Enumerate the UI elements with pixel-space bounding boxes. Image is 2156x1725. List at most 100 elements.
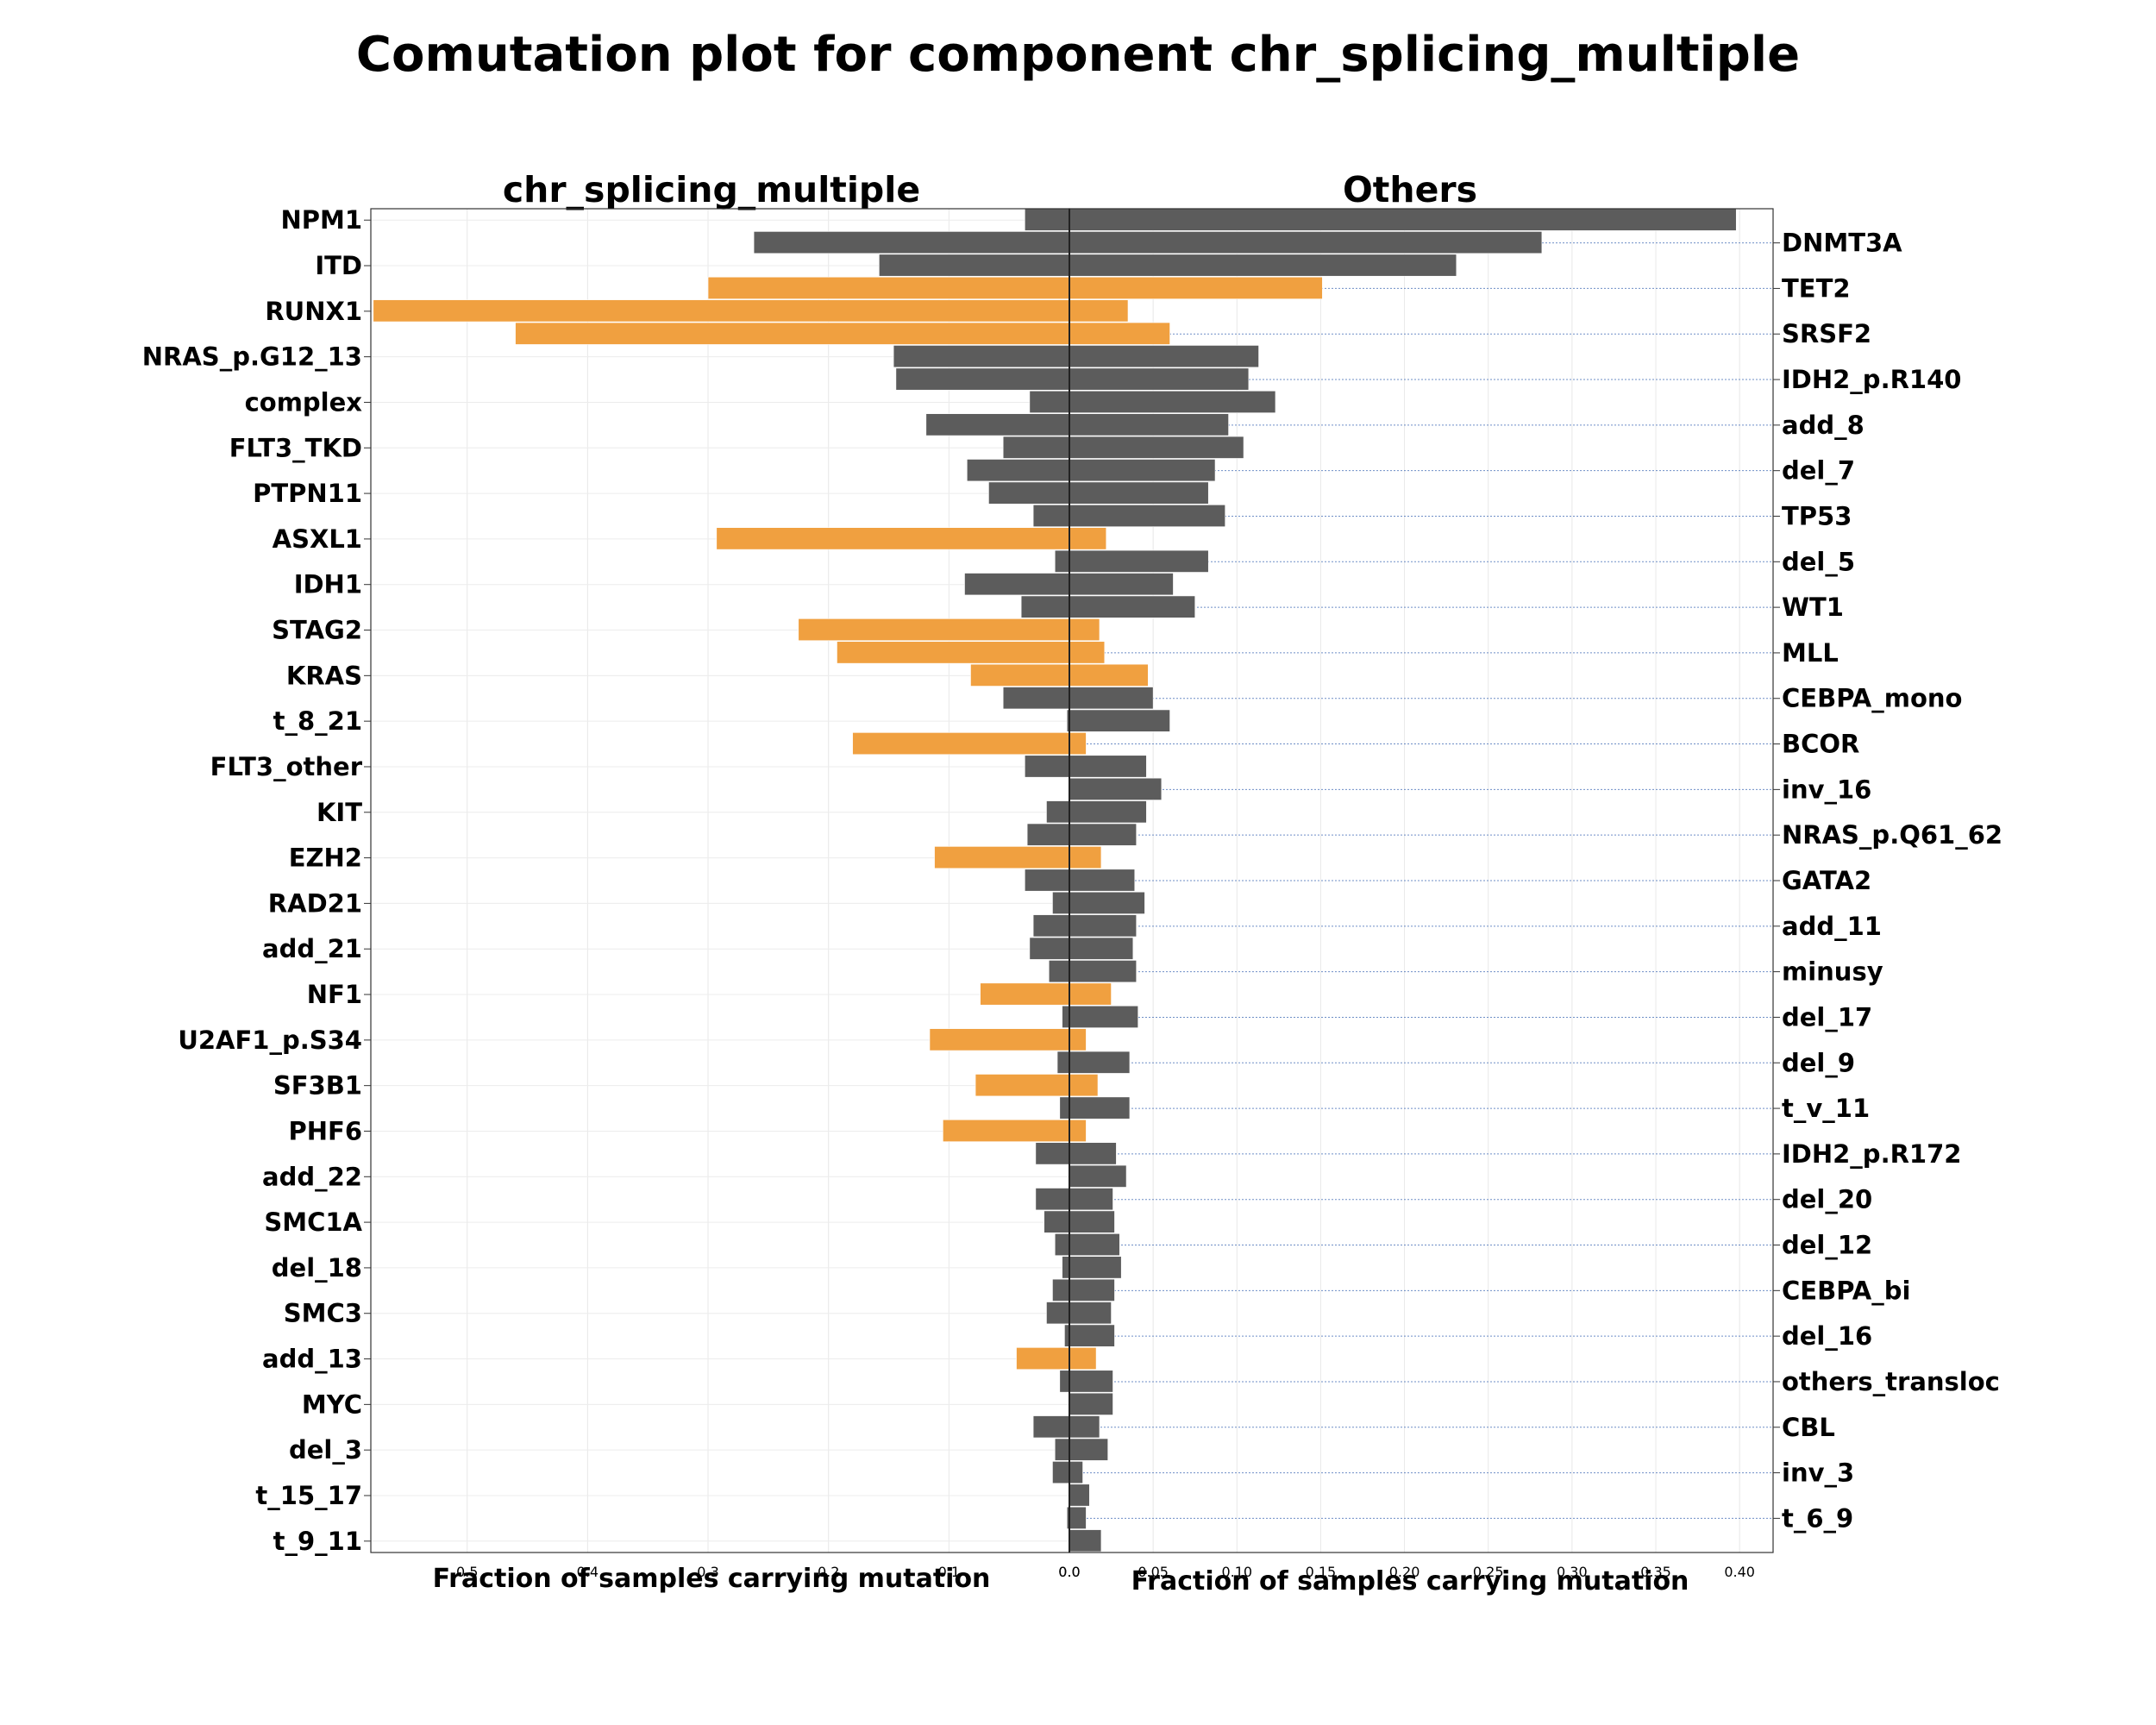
left-bar xyxy=(970,663,1070,687)
right-bar xyxy=(1069,436,1244,459)
right-bar xyxy=(1069,800,1147,824)
left-x-tick-label: 0.2 xyxy=(818,1564,839,1580)
right-x-tick-label: 0.20 xyxy=(1389,1564,1420,1580)
left-bar xyxy=(1062,1005,1070,1028)
right-category-label: others_transloc xyxy=(1782,1367,2000,1396)
right-category-label: GATA2 xyxy=(1782,866,1871,895)
left-bar xyxy=(515,322,1070,345)
left-bar xyxy=(895,367,1070,391)
left-x-tick-label: 0.4 xyxy=(577,1564,599,1580)
left-bar xyxy=(934,846,1070,869)
left-bar xyxy=(980,982,1070,1006)
right-category-label: del_20 xyxy=(1782,1185,1872,1214)
left-category-label: U2AF1_p.S34 xyxy=(178,1026,362,1055)
left-bar xyxy=(988,481,1070,505)
right-bar xyxy=(1069,1051,1131,1074)
right-category-label: t_v_11 xyxy=(1782,1094,1870,1123)
left-category-label: ITD xyxy=(315,251,362,280)
left-category-label: KIT xyxy=(317,798,362,827)
right-bar xyxy=(1069,459,1216,482)
left-category-label: RUNX1 xyxy=(265,297,362,326)
left-category-label: add_22 xyxy=(262,1162,362,1191)
right-category-label: BCOR xyxy=(1782,730,1859,759)
left-bar xyxy=(837,641,1070,664)
left-x-tick-label: 0.0 xyxy=(1058,1564,1080,1580)
right-bar xyxy=(1069,573,1174,596)
right-bar xyxy=(1069,276,1323,299)
right-category-label: DNMT3A xyxy=(1782,229,1902,258)
right-bar xyxy=(1069,1370,1113,1393)
right-bar xyxy=(1069,1119,1087,1142)
left-bar xyxy=(1002,436,1070,459)
left-bar xyxy=(373,299,1070,323)
left-category-label: del_18 xyxy=(272,1253,362,1283)
right-bar xyxy=(1069,846,1102,869)
left-category-label: add_21 xyxy=(262,934,362,963)
left-category-label: KRAS xyxy=(286,661,362,690)
left-x-tick-label: 0.3 xyxy=(697,1564,718,1580)
left-category-label: FLT3_TKD xyxy=(229,433,362,462)
left-bar xyxy=(1035,1142,1070,1165)
right-category-label: CEBPA_bi xyxy=(1782,1276,1910,1305)
left-category-label: EZH2 xyxy=(289,844,362,873)
left-bar xyxy=(975,1074,1070,1097)
right-category-label: TP53 xyxy=(1782,501,1852,530)
left-category-label: NPM1 xyxy=(280,205,362,235)
left-bar xyxy=(1048,960,1070,983)
left-category-label: del_3 xyxy=(289,1435,362,1465)
right-bar xyxy=(1069,1302,1112,1325)
right-bar xyxy=(1069,914,1138,938)
right-category-label: IDH2_p.R172 xyxy=(1782,1139,1961,1169)
left-bar xyxy=(1052,1461,1070,1484)
left-bar xyxy=(964,573,1070,596)
right-bar xyxy=(1069,299,1129,323)
right-bar xyxy=(1069,1210,1115,1233)
right-category-label: CEBPA_mono xyxy=(1782,684,1962,713)
left-category-label: MYC xyxy=(302,1389,362,1419)
right-bar xyxy=(1069,345,1259,368)
right-bar xyxy=(1069,755,1147,778)
left-bar xyxy=(929,1028,1070,1051)
left-bar xyxy=(1056,1051,1070,1074)
left-category-label: FLT3_other xyxy=(210,752,363,781)
right-category-label: del_12 xyxy=(1782,1231,1872,1260)
right-category-label: add_11 xyxy=(1782,912,1882,941)
right-bar xyxy=(1069,1415,1100,1439)
right-bar xyxy=(1069,1461,1083,1484)
right-category-label: NRAS_p.Q61_62 xyxy=(1782,820,2002,850)
left-category-label: t_8_21 xyxy=(273,706,362,736)
right-x-tick-label: 0.25 xyxy=(1473,1564,1504,1580)
right-bar xyxy=(1069,1438,1108,1461)
right-bar xyxy=(1069,367,1250,391)
right-bar xyxy=(1069,1278,1115,1302)
left-x-tick-label: 0.1 xyxy=(938,1564,960,1580)
left-bar xyxy=(753,231,1070,254)
right-bar xyxy=(1069,231,1543,254)
right-category-label: CBL xyxy=(1782,1413,1835,1442)
right-bar xyxy=(1069,687,1154,710)
right-bar xyxy=(1069,549,1209,573)
left-bar xyxy=(1025,208,1070,231)
right-x-axis-label: Fraction of samples carrying mutation xyxy=(1131,1566,1689,1596)
right-bar xyxy=(1069,390,1276,413)
right-bar xyxy=(1069,413,1229,436)
right-x-tick-label: 0.40 xyxy=(1724,1564,1755,1580)
left-bar xyxy=(1025,869,1070,892)
left-category-label: SMC1A xyxy=(264,1208,362,1237)
right-category-label: del_17 xyxy=(1782,1002,1872,1032)
left-bar xyxy=(1032,914,1070,938)
right-category-label: WT1 xyxy=(1782,593,1844,622)
right-x-tick-label: 0.0 xyxy=(1058,1564,1080,1580)
left-category-label: PTPN11 xyxy=(253,479,362,508)
right-bar xyxy=(1069,732,1087,756)
labels-layer: 0.5 0.4 0.3 0.2 0.1 0.00.0 0.05 0.10 0.15 0.20 0.2… xyxy=(142,205,2002,1580)
right-bar xyxy=(1069,1347,1097,1371)
right-x-tick-label: 0.05 xyxy=(1138,1564,1169,1580)
left-bar xyxy=(1052,1278,1070,1302)
right-category-label: add_8 xyxy=(1782,411,1865,440)
left-bar xyxy=(1046,1302,1070,1325)
left-x-tick-label: 0.5 xyxy=(456,1564,478,1580)
right-x-tick-label: 0.15 xyxy=(1306,1564,1337,1580)
left-bar xyxy=(943,1119,1070,1142)
left-x-axis-label: Fraction of samples carrying mutation xyxy=(433,1564,991,1594)
